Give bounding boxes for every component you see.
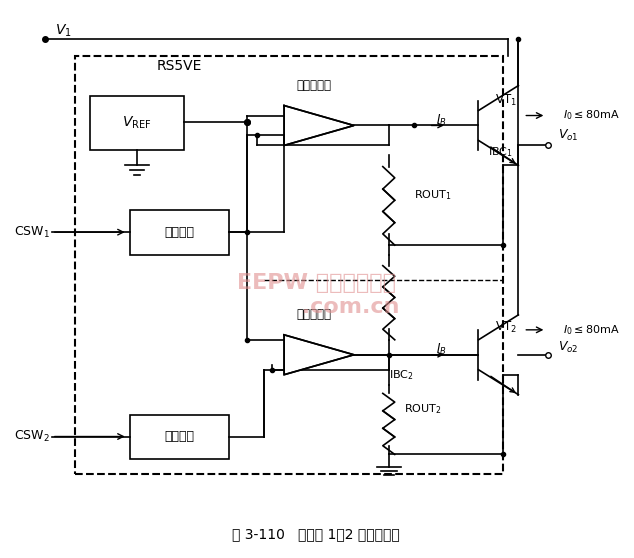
Bar <box>129 415 230 459</box>
Text: $V_{o1}$: $V_{o1}$ <box>559 128 579 143</box>
Text: $V_{\mathrm{REF}}$: $V_{\mathrm{REF}}$ <box>122 114 152 131</box>
Text: $\mathrm{VT}_2$: $\mathrm{VT}_2$ <box>495 320 517 335</box>
Bar <box>129 210 230 255</box>
Text: 误差放大器: 误差放大器 <box>297 309 332 321</box>
Text: $\mathrm{CSW}_1$: $\mathrm{CSW}_1$ <box>14 225 50 240</box>
Text: $\mathrm{VT}_1$: $\mathrm{VT}_1$ <box>495 93 517 108</box>
Text: $\mathrm{CSW}_2$: $\mathrm{CSW}_2$ <box>14 429 50 444</box>
Text: $I_0\leq 80\mathrm{mA}$: $I_0\leq 80\mathrm{mA}$ <box>563 323 620 336</box>
Text: 误差放大器: 误差放大器 <box>297 79 332 92</box>
Polygon shape <box>284 335 354 375</box>
Text: $I_0\leq 80\mathrm{mA}$: $I_0\leq 80\mathrm{mA}$ <box>563 109 620 122</box>
Text: 图 3-110   稳压器 1～2 的使用方法: 图 3-110 稳压器 1～2 的使用方法 <box>232 527 400 541</box>
Text: EEPW 电子产品世界
         .com.cn: EEPW 电子产品世界 .com.cn <box>232 273 400 316</box>
Bar <box>75 56 503 474</box>
Text: $\mathrm{IBC}_2$: $\mathrm{IBC}_2$ <box>389 368 414 382</box>
Text: $V_{o2}$: $V_{o2}$ <box>559 340 579 355</box>
Bar <box>90 95 184 151</box>
Text: $V_1$: $V_1$ <box>55 22 72 39</box>
Text: $I_B$: $I_B$ <box>436 113 446 128</box>
Text: $\mathrm{ROUT}_1$: $\mathrm{ROUT}_1$ <box>414 189 451 202</box>
Text: $\mathrm{IBC}_1$: $\mathrm{IBC}_1$ <box>488 146 514 159</box>
Text: $\mathrm{ROUT}_2$: $\mathrm{ROUT}_2$ <box>404 403 441 416</box>
Text: 电平移动: 电平移动 <box>164 225 195 239</box>
Text: $I_B$: $I_B$ <box>436 342 446 357</box>
Text: RS5VE: RS5VE <box>157 59 202 73</box>
Polygon shape <box>284 105 354 146</box>
Text: 电平移动: 电平移动 <box>164 430 195 443</box>
